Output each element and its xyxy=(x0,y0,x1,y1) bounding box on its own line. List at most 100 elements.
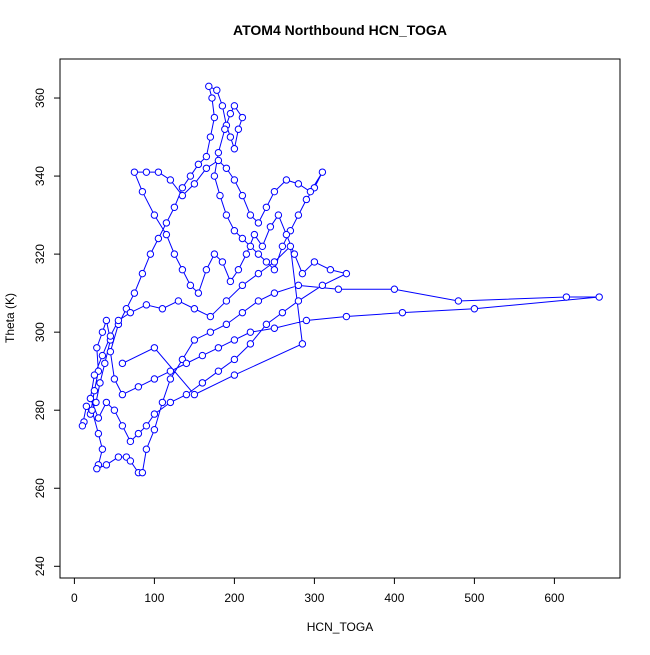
data-point xyxy=(206,133,215,141)
data-point xyxy=(126,457,135,465)
data-point xyxy=(562,293,571,301)
data-point xyxy=(342,269,351,278)
data-point xyxy=(86,394,95,403)
data-point xyxy=(390,285,399,293)
data-point xyxy=(216,191,224,200)
data-point xyxy=(206,312,215,321)
data-point xyxy=(294,281,303,290)
data-point xyxy=(96,379,104,387)
data-point xyxy=(150,426,159,434)
data-point xyxy=(222,164,231,172)
data-point xyxy=(98,445,107,453)
x-tick-label: 400 xyxy=(384,591,404,605)
data-point xyxy=(238,113,247,122)
x-tick-label: 200 xyxy=(224,591,244,605)
data-point xyxy=(94,429,103,438)
data-point xyxy=(208,94,216,102)
data-point xyxy=(150,211,159,219)
data-point xyxy=(254,269,263,278)
data-point xyxy=(166,375,175,383)
data-point xyxy=(214,367,223,375)
data-point xyxy=(230,371,239,379)
data-point xyxy=(270,258,279,266)
data-point xyxy=(221,125,229,133)
y-tick-label: 300 xyxy=(33,322,47,342)
data-point xyxy=(106,332,115,340)
data-point xyxy=(158,398,167,407)
data-point xyxy=(202,164,211,172)
data-point xyxy=(214,148,223,157)
data-point xyxy=(218,258,227,266)
data-point xyxy=(178,266,187,274)
data-point xyxy=(190,180,199,188)
data-point xyxy=(142,422,151,430)
data-point xyxy=(142,445,151,453)
data-point xyxy=(210,113,219,122)
data-point xyxy=(290,250,299,258)
data-point xyxy=(114,453,123,461)
data-point xyxy=(186,281,195,290)
data-point xyxy=(242,250,251,258)
data-point xyxy=(286,242,295,251)
data-point xyxy=(262,203,271,211)
data-point xyxy=(102,398,111,407)
data-point xyxy=(166,176,175,184)
data-point xyxy=(254,297,263,305)
data-point xyxy=(166,398,175,407)
data-point xyxy=(595,293,603,301)
plot-frame xyxy=(59,58,621,579)
data-point xyxy=(118,422,127,430)
data-point xyxy=(90,371,99,379)
x-tick-label: 100 xyxy=(144,591,164,605)
data-point xyxy=(154,168,163,176)
data-point xyxy=(206,328,215,336)
data-point xyxy=(114,316,123,325)
data-point xyxy=(150,410,159,418)
data-point xyxy=(234,266,243,274)
data-point xyxy=(258,242,267,251)
data-point xyxy=(222,297,231,305)
data-point xyxy=(238,234,247,243)
data-point xyxy=(230,102,239,110)
data-point xyxy=(126,308,135,317)
data-point xyxy=(93,344,101,352)
data-point xyxy=(93,465,101,473)
y-tick-label: 360 xyxy=(33,88,47,108)
data-point xyxy=(158,305,167,313)
data-point xyxy=(138,468,147,477)
data-point xyxy=(162,230,171,239)
data-point xyxy=(278,242,287,251)
data-point xyxy=(198,379,207,387)
data-point xyxy=(202,266,211,274)
data-point xyxy=(202,152,211,161)
data-point xyxy=(134,383,143,391)
data-point xyxy=(230,145,239,153)
x-axis-label: HCN_TOGA xyxy=(307,620,373,634)
data-point xyxy=(218,102,227,110)
data-point xyxy=(238,308,247,317)
data-point xyxy=(106,347,115,356)
data-point xyxy=(118,390,127,399)
data-point xyxy=(226,133,235,141)
data-point xyxy=(182,359,191,368)
data-point xyxy=(230,226,239,235)
data-point xyxy=(246,340,255,348)
data-point xyxy=(266,223,275,231)
data-point xyxy=(162,219,171,227)
data-point xyxy=(306,187,315,196)
y-tick-label: 320 xyxy=(33,244,47,264)
data-point xyxy=(102,316,111,325)
data-point xyxy=(214,344,223,352)
data-point xyxy=(138,187,147,196)
data-point xyxy=(214,156,223,165)
data-point xyxy=(326,266,335,274)
data-point xyxy=(150,375,159,383)
data-point xyxy=(166,367,175,375)
data-point xyxy=(246,242,255,251)
x-tick-label: 300 xyxy=(304,591,324,605)
data-point xyxy=(334,285,343,293)
data-point xyxy=(110,375,119,383)
data-point xyxy=(210,172,219,180)
data-point xyxy=(94,414,103,422)
